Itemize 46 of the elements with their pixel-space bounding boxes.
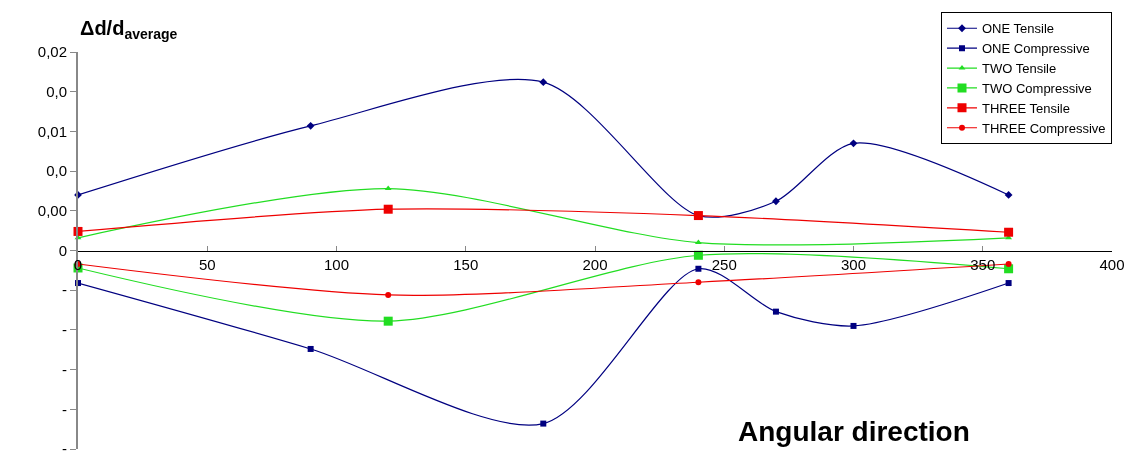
y-tick-label: - [62,400,67,418]
y-tick-label: - [62,281,67,299]
legend-label: TWO Tensile [982,61,1057,77]
point [695,279,702,286]
point [695,265,702,272]
x-axis-title: Angular direction [738,416,970,447]
y-tick-label: - [62,440,67,458]
legend-label: ONE Compressive [982,41,1090,57]
point [1004,227,1014,237]
point [772,308,779,315]
x-tick-label: 250 [711,255,737,273]
x-tick-label: 0 [73,255,83,273]
y-tick-label: 0,01 [37,122,67,140]
point [1004,191,1013,199]
point [383,316,393,326]
point [385,291,392,298]
x-tick-label: 400 [1099,255,1125,273]
point [540,420,547,427]
x-tick-label: 200 [582,255,608,273]
point [1005,280,1012,287]
point [383,204,393,214]
y-tick-label: 0 [58,241,67,259]
legend-label: TWO Compressive [982,81,1092,97]
y-tick-label: 0,02 [37,43,67,61]
x-tick-label: 100 [323,255,350,273]
y-tick-label: - [62,321,67,339]
point [694,239,702,245]
legend-label: ONE Tensile [982,21,1055,37]
point [307,345,314,352]
x-tick-label: 300 [840,255,867,273]
point [384,185,392,191]
point [850,322,857,329]
y-tick-label: 0,0 [46,82,67,100]
y-axis-title: Δd/d$_{average}$ [80,17,178,43]
y-tick-label: - [62,360,67,378]
point [849,139,858,148]
x-tick-label: 150 [453,255,479,273]
legend-label: THREE Tensile [982,100,1070,116]
point [772,197,780,206]
x-tick-label: 50 [198,255,216,273]
y-tick-label: 0,0 [46,162,67,180]
point [1005,261,1012,267]
point [306,121,315,130]
legend-label: THREE Compressive [982,120,1106,136]
point [539,78,548,87]
y-tick-label: 0,00 [37,202,67,220]
